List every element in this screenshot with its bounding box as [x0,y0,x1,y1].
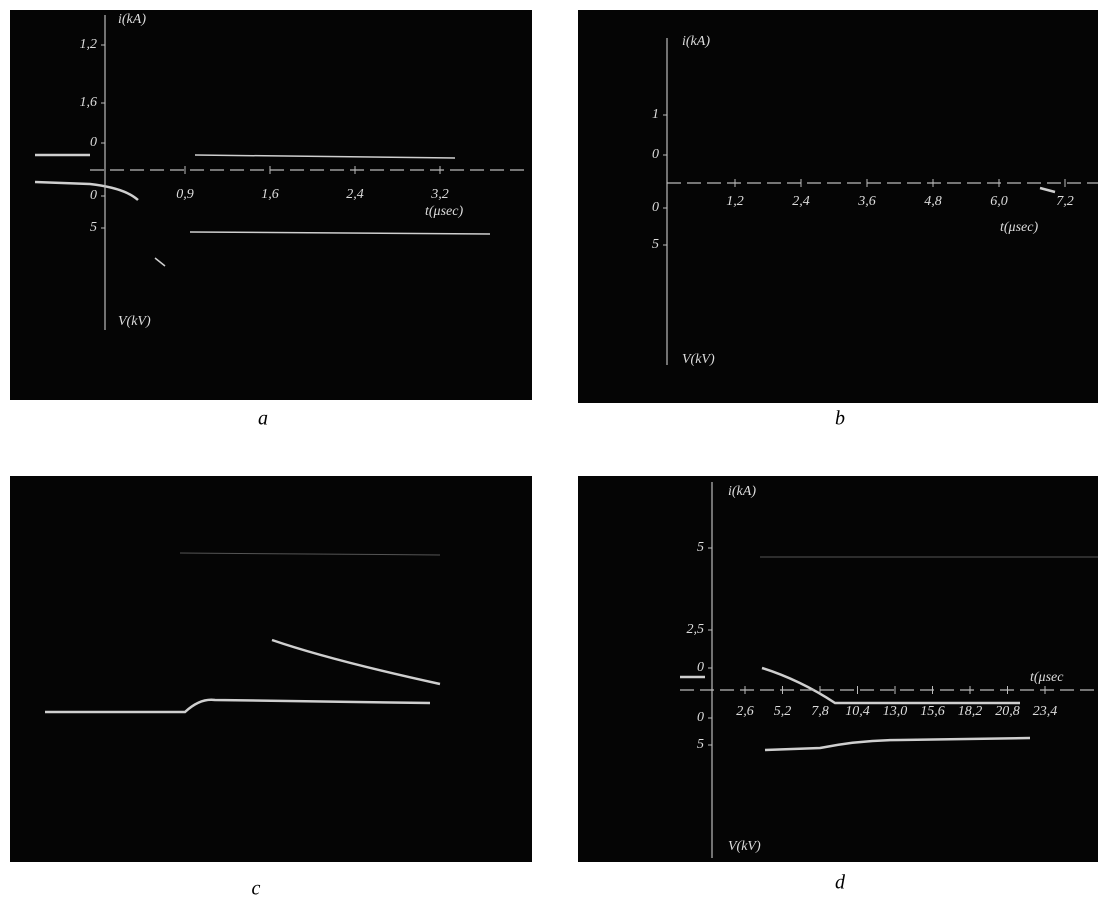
x-label: 1,6 [261,187,279,202]
photo-d [578,476,1098,862]
y-label: 2,5 [687,622,705,637]
y-label: 1,6 [80,95,98,110]
axis-label: i(kA) [118,12,146,27]
axis-label: t(μsec [1030,670,1064,685]
x-label: 6,0 [990,194,1008,209]
x-label: 7,8 [811,704,829,719]
y-label: 0 [697,660,704,675]
trace [761,666,1020,705]
panel-label: d [835,872,846,894]
x-label: 4,8 [924,194,942,209]
y-label: 5 [697,737,704,752]
x-label: 3,6 [857,194,876,209]
x-label: 1,2 [726,194,744,209]
photo-c [10,476,532,862]
axis-label: V(kV) [118,314,151,329]
trace [764,736,1031,752]
y-label: 0 [697,710,704,725]
y-label: 5 [697,540,704,555]
y-label: 5 [90,220,97,235]
x-label: 7,2 [1056,194,1074,209]
photo-a [10,10,532,400]
y-label: 5 [652,237,659,252]
trace [194,154,456,159]
traces [34,153,1098,752]
axis-label: i(kA) [682,34,710,49]
y-label: 1,2 [80,37,98,52]
y-label: 0 [652,147,659,162]
axis-label: t(μsec) [425,204,463,219]
y-label: 0 [90,188,97,203]
trace [1039,186,1056,194]
y-label: 0 [90,135,97,150]
axis-label: V(kV) [682,352,715,367]
axis-label: t(μsec) [1000,220,1038,235]
x-label: 18,2 [958,704,983,719]
photo-b [578,10,1098,403]
trace [271,638,441,686]
trace [189,231,491,235]
trace [179,552,441,556]
panel-label: a [258,408,268,430]
x-label: 20,8 [995,704,1020,719]
x-label: 5,2 [774,704,792,719]
y-label: 0 [652,200,659,215]
x-label: 2,4 [346,187,364,202]
axis-label: V(kV) [728,839,761,854]
x-label: 13,0 [883,704,908,719]
x-label: 2,4 [792,194,810,209]
x-label: 0,9 [176,187,194,202]
x-label: 10,4 [845,704,870,719]
trace [45,698,431,714]
trace [34,180,139,201]
y-label: 1 [652,107,659,122]
trace [154,257,166,267]
panel-label: b [835,408,845,430]
x-label: 23,4 [1033,704,1058,719]
x-label: 2,6 [736,704,754,719]
axis-label: i(kA) [728,484,756,499]
panel-label: c [252,878,261,900]
x-label: 3,2 [430,187,449,202]
x-label: 15,6 [920,704,945,719]
